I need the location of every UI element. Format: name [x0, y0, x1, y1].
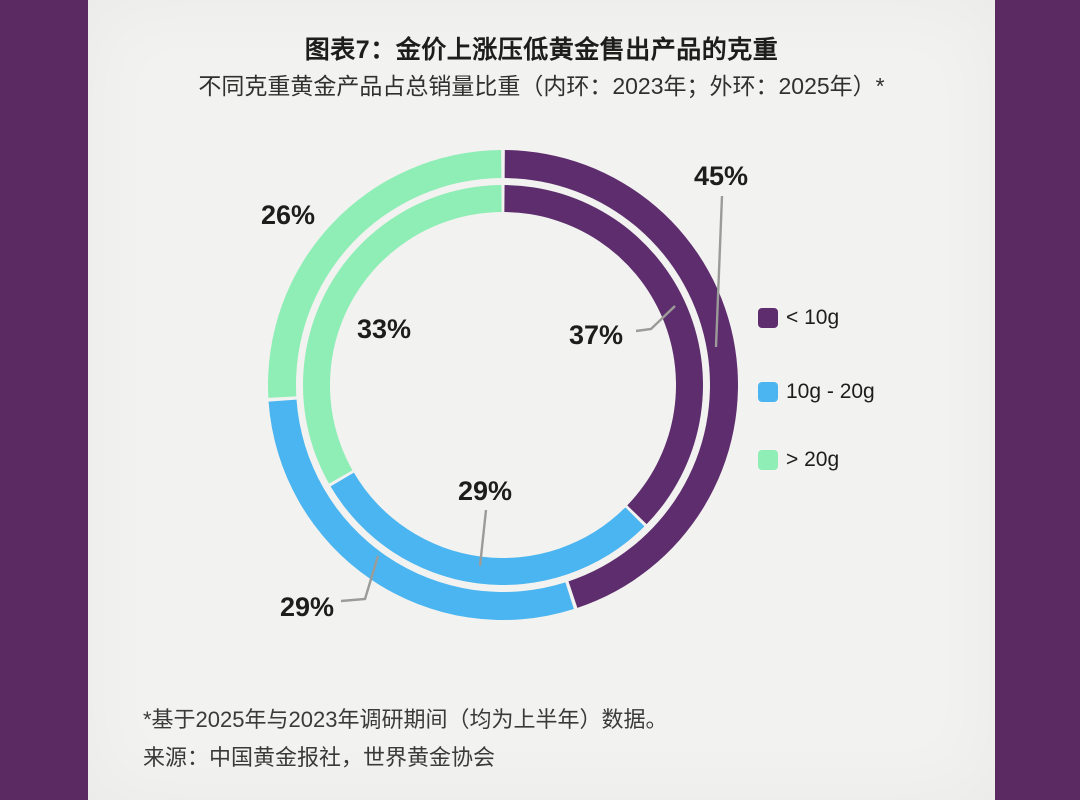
percent-label-2025年-> 20g: 26% — [261, 200, 315, 230]
donut-segment-2025年-> 20g — [268, 150, 502, 398]
source-line: 来源：中国黄金报社，世界黄金协会 — [143, 745, 496, 770]
percent-label-2023年-< 10g: 37% — [569, 320, 623, 350]
leader-line-2023年-< 10g — [635, 305, 676, 333]
donut-segment-2023年-< 10g — [504, 185, 703, 525]
percent-label-2023年-> 20g: 33% — [357, 314, 411, 344]
donut-segment-2025年-10g - 20g — [268, 399, 574, 620]
percent-label-2023年-10g - 20g: 29% — [458, 476, 512, 506]
chart-subtitle: 不同克重黄金产品占总销量比重（内环：2023年；外环：2025年）* — [198, 73, 885, 99]
donut-segment-2023年-10g - 20g — [330, 472, 645, 585]
leader-line-2025年-< 10g — [714, 195, 724, 348]
footnote: *基于2025年与2023年调研期间（均为上半年）数据。 — [143, 707, 668, 732]
percent-label-2025年-< 10g: 45% — [694, 161, 748, 191]
leader-line-2025年-10g - 20g — [340, 555, 380, 603]
chart-title: 图表7：金价上涨压低黄金售出产品的克重 — [304, 36, 779, 64]
percent-label-2025年-10g - 20g: 29% — [280, 592, 334, 622]
leader-line-2023年-10g - 20g — [478, 509, 488, 567]
donut-segment-2023年-> 20g — [302, 185, 502, 484]
donut-segment-2025年-< 10g — [504, 150, 738, 608]
paper-card — [88, 0, 995, 800]
